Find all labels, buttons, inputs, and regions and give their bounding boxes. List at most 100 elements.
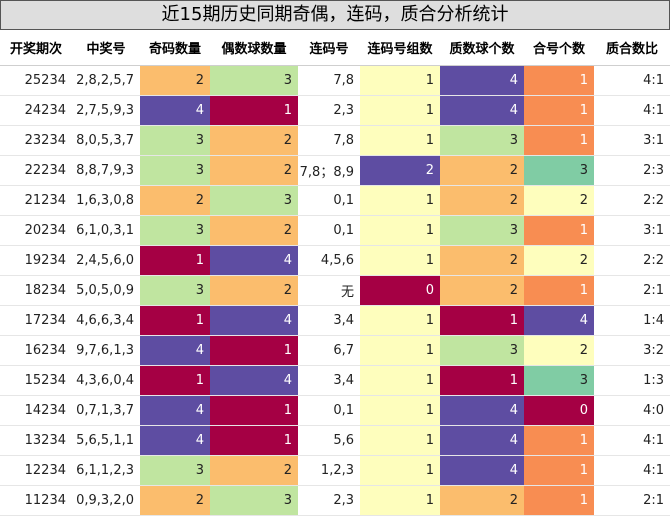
ratio-cell: 1:3 bbox=[594, 365, 670, 396]
consecutive-cell: 0,1 bbox=[298, 215, 360, 246]
composite-count-cell: 1 bbox=[524, 215, 594, 246]
even-count-cell: 2 bbox=[210, 275, 298, 306]
table-row: 22234 8,8,7,9,3 3 2 7,8；8,9 2 2 3 2:3 bbox=[0, 155, 670, 186]
ratio-cell: 2:3 bbox=[594, 155, 670, 186]
composite-count-cell: 1 bbox=[524, 275, 594, 306]
odd-count-cell: 4 bbox=[140, 425, 210, 456]
table-row: 18234 5,0,5,0,9 3 2 无 0 2 1 2:1 bbox=[0, 275, 670, 306]
table-body: 25234 2,8,2,5,7 2 3 7,8 1 4 1 4:1 24234 2,7,5,9,3 4… bbox=[0, 65, 670, 516]
period-cell: 16234 bbox=[0, 335, 72, 366]
table-row: 19234 2,4,5,6,0 1 4 4,5,6 1 2 2 2:2 bbox=[0, 245, 670, 276]
numbers-cell: 9,7,6,1,3 bbox=[72, 335, 140, 366]
consecutive-cell: 2,3 bbox=[298, 95, 360, 126]
prime-count-cell: 2 bbox=[440, 485, 524, 516]
period-cell: 23234 bbox=[0, 125, 72, 156]
consecutive-groups-cell: 1 bbox=[360, 245, 440, 276]
composite-count-cell: 0 bbox=[524, 395, 594, 426]
prime-count-cell: 4 bbox=[440, 455, 524, 486]
composite-count-cell: 1 bbox=[524, 95, 594, 126]
odd-count-cell: 4 bbox=[140, 395, 210, 426]
numbers-cell: 0,9,3,2,0 bbox=[72, 485, 140, 516]
numbers-cell: 5,6,5,1,1 bbox=[72, 425, 140, 456]
numbers-cell: 6,1,1,2,3 bbox=[72, 455, 140, 486]
ratio-cell: 3:1 bbox=[594, 125, 670, 156]
even-count-cell: 4 bbox=[210, 305, 298, 336]
period-cell: 24234 bbox=[0, 95, 72, 126]
consecutive-groups-cell: 2 bbox=[360, 155, 440, 186]
stats-table: 开奖期次 中奖号 奇码数量 偶数球数量 连码号 连码号组数 质数球个数 合号个数… bbox=[0, 30, 670, 516]
col-header-ratio: 质合数比 bbox=[594, 30, 670, 66]
prime-count-cell: 2 bbox=[440, 275, 524, 306]
even-count-cell: 1 bbox=[210, 95, 298, 126]
consecutive-groups-cell: 1 bbox=[360, 185, 440, 216]
odd-count-cell: 3 bbox=[140, 155, 210, 186]
col-header-numbers: 中奖号 bbox=[72, 30, 140, 66]
table-row: 25234 2,8,2,5,7 2 3 7,8 1 4 1 4:1 bbox=[0, 65, 670, 96]
ratio-cell: 4:1 bbox=[594, 95, 670, 126]
odd-count-cell: 2 bbox=[140, 65, 210, 96]
numbers-cell: 6,1,0,3,1 bbox=[72, 215, 140, 246]
odd-count-cell: 1 bbox=[140, 365, 210, 396]
period-cell: 18234 bbox=[0, 275, 72, 306]
period-cell: 15234 bbox=[0, 365, 72, 396]
table-row: 23234 8,0,5,3,7 3 2 7,8 1 3 1 3:1 bbox=[0, 125, 670, 156]
consecutive-cell: 无 bbox=[298, 275, 360, 306]
composite-count-cell: 1 bbox=[524, 125, 594, 156]
consecutive-cell: 7,8 bbox=[298, 125, 360, 156]
consecutive-groups-cell: 1 bbox=[360, 425, 440, 456]
even-count-cell: 2 bbox=[210, 455, 298, 486]
prime-count-cell: 4 bbox=[440, 65, 524, 96]
composite-count-cell: 2 bbox=[524, 245, 594, 276]
ratio-cell: 3:1 bbox=[594, 215, 670, 246]
even-count-cell: 2 bbox=[210, 125, 298, 156]
odd-count-cell: 3 bbox=[140, 215, 210, 246]
consecutive-groups-cell: 1 bbox=[360, 65, 440, 96]
consecutive-groups-cell: 1 bbox=[360, 395, 440, 426]
numbers-cell: 1,6,3,0,8 bbox=[72, 185, 140, 216]
numbers-cell: 2,7,5,9,3 bbox=[72, 95, 140, 126]
prime-count-cell: 1 bbox=[440, 305, 524, 336]
period-cell: 13234 bbox=[0, 425, 72, 456]
composite-count-cell: 1 bbox=[524, 455, 594, 486]
ratio-cell: 2:1 bbox=[594, 275, 670, 306]
consecutive-cell: 4,5,6 bbox=[298, 245, 360, 276]
even-count-cell: 4 bbox=[210, 245, 298, 276]
even-count-cell: 4 bbox=[210, 365, 298, 396]
composite-count-cell: 3 bbox=[524, 365, 594, 396]
consecutive-groups-cell: 1 bbox=[360, 485, 440, 516]
consecutive-cell: 7,8 bbox=[298, 65, 360, 96]
numbers-cell: 4,3,6,0,4 bbox=[72, 365, 140, 396]
composite-count-cell: 2 bbox=[524, 335, 594, 366]
prime-count-cell: 2 bbox=[440, 185, 524, 216]
even-count-cell: 1 bbox=[210, 395, 298, 426]
prime-count-cell: 2 bbox=[440, 155, 524, 186]
consecutive-groups-cell: 0 bbox=[360, 275, 440, 306]
table-row: 15234 4,3,6,0,4 1 4 3,4 1 1 3 1:3 bbox=[0, 365, 670, 396]
period-cell: 14234 bbox=[0, 395, 72, 426]
period-cell: 25234 bbox=[0, 65, 72, 96]
composite-count-cell: 3 bbox=[524, 155, 594, 186]
odd-count-cell: 1 bbox=[140, 245, 210, 276]
composite-count-cell: 1 bbox=[524, 485, 594, 516]
consecutive-cell: 5,6 bbox=[298, 425, 360, 456]
table-row: 13234 5,6,5,1,1 4 1 5,6 1 4 1 4:1 bbox=[0, 425, 670, 456]
consecutive-cell: 0,1 bbox=[298, 185, 360, 216]
ratio-cell: 2:2 bbox=[594, 185, 670, 216]
period-cell: 20234 bbox=[0, 215, 72, 246]
table-row: 11234 0,9,3,2,0 2 3 2,3 1 2 1 2:1 bbox=[0, 485, 670, 516]
table-row: 16234 9,7,6,1,3 4 1 6,7 1 3 2 3:2 bbox=[0, 335, 670, 366]
even-count-cell: 2 bbox=[210, 215, 298, 246]
prime-count-cell: 3 bbox=[440, 335, 524, 366]
numbers-cell: 8,0,5,3,7 bbox=[72, 125, 140, 156]
even-count-cell: 3 bbox=[210, 65, 298, 96]
odd-count-cell: 3 bbox=[140, 275, 210, 306]
numbers-cell: 0,7,1,3,7 bbox=[72, 395, 140, 426]
consecutive-cell: 0,1 bbox=[298, 395, 360, 426]
ratio-cell: 4:1 bbox=[594, 65, 670, 96]
period-cell: 21234 bbox=[0, 185, 72, 216]
consecutive-groups-cell: 1 bbox=[360, 215, 440, 246]
col-header-even-count: 偶数球数量 bbox=[210, 30, 298, 66]
prime-count-cell: 4 bbox=[440, 95, 524, 126]
odd-count-cell: 3 bbox=[140, 455, 210, 486]
